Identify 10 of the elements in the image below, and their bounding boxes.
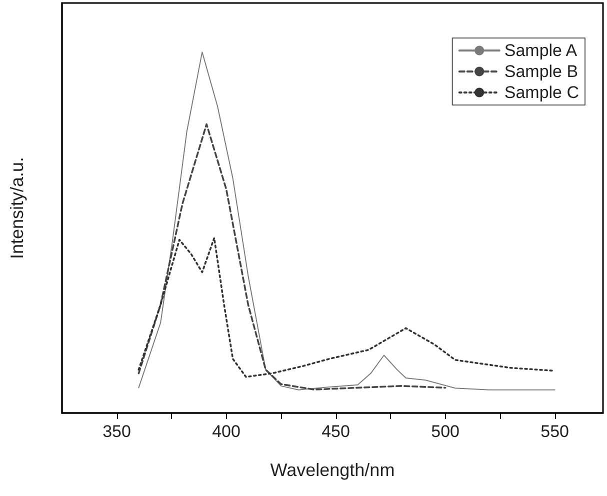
- x-axis-title: Wavelength/nm: [270, 460, 395, 480]
- legend-label: Sample B: [504, 62, 578, 81]
- x-tick-label: 450: [322, 422, 350, 441]
- x-tick-label: 400: [212, 422, 240, 441]
- legend-label: Sample A: [504, 41, 578, 60]
- x-tick-label: 500: [431, 422, 460, 441]
- y-axis-title: Intensity/a.u.: [7, 156, 27, 260]
- x-tick-label: 350: [102, 422, 131, 441]
- legend-label: Sample C: [504, 83, 579, 102]
- x-tick-label: 550: [540, 422, 569, 441]
